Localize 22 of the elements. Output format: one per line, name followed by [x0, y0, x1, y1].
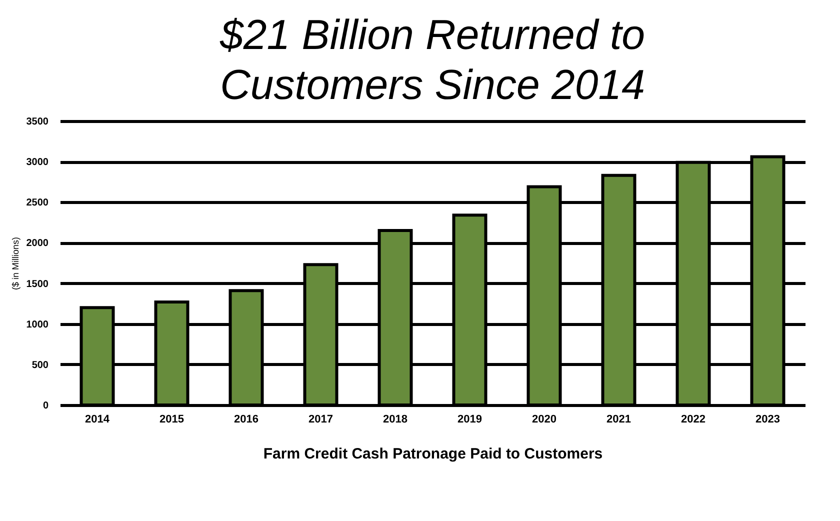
y-tick-label: 2500 [26, 198, 49, 209]
text: Customers Since 2014 [220, 61, 645, 108]
x-axis-title: Farm Credit Cash Patronage Paid to Customers [263, 446, 603, 462]
x-tick-label: 2020 [532, 414, 556, 426]
y-tick-label: 500 [32, 360, 49, 371]
x-tick-label: 2017 [308, 414, 333, 426]
text: $21 Billion Returned to [220, 11, 645, 58]
x-tick-label: 2023 [756, 414, 780, 426]
x-tick-label: 2016 [234, 414, 258, 426]
x-tick-label: 2018 [383, 414, 408, 426]
y-tick-label: 2000 [26, 238, 49, 250]
x-tick-label: 2021 [606, 414, 631, 426]
x-tick-label: 2022 [681, 414, 706, 426]
y-tick-label: 0 [42, 400, 49, 412]
x-tick-label: 2019 [458, 414, 482, 426]
x-tick-label: 2015 [160, 414, 184, 426]
y-axis-title: ($ in Millions) [10, 236, 20, 290]
y-tick-label: 1000 [26, 319, 49, 330]
y-tick-label: 3000 [26, 157, 49, 168]
x-tick-label: 2014 [85, 414, 110, 426]
y-tick-label: 1500 [26, 278, 49, 290]
y-tick-label: 3500 [26, 116, 49, 128]
